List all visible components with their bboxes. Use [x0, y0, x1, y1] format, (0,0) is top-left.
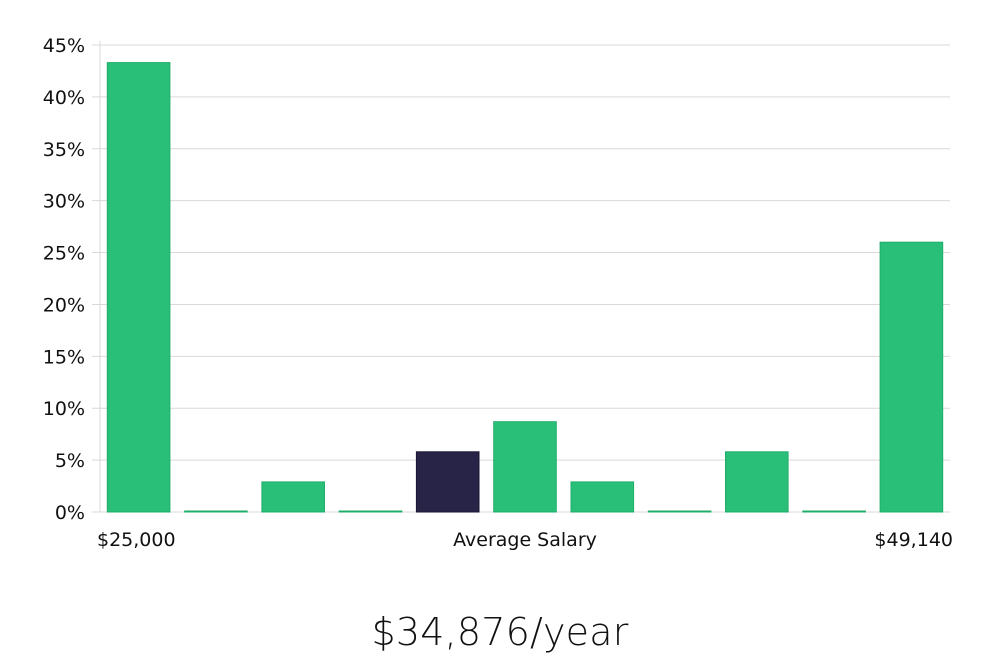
x-axis-min-label: $25,000	[97, 529, 176, 551]
y-tick-label: 30%	[43, 191, 85, 213]
bar	[802, 510, 866, 513]
y-tick-label: 10%	[43, 398, 85, 420]
bar	[570, 481, 635, 513]
bar	[493, 421, 557, 513]
bar	[338, 510, 403, 513]
salary-histogram: 0% 5% 10% 15% 20% 25% 30% 35% 40% 45%	[43, 35, 950, 524]
bar-highlighted	[415, 451, 480, 513]
y-tick-label: 0%	[55, 502, 85, 524]
bars	[106, 62, 944, 513]
y-tick-label: 45%	[43, 35, 85, 57]
x-axis-title: Average Salary	[453, 529, 597, 551]
y-tick-label: 20%	[43, 294, 85, 316]
bar	[879, 241, 944, 513]
bar	[184, 510, 248, 513]
bar	[725, 451, 789, 513]
bar	[261, 481, 325, 513]
y-tick-label: 40%	[43, 87, 85, 109]
bar	[106, 62, 171, 513]
y-tick-label: 25%	[43, 243, 85, 265]
y-tick-label: 35%	[43, 139, 85, 161]
average-salary-value: $34,876/year	[371, 610, 629, 654]
y-tick-label: 5%	[55, 450, 85, 472]
y-tick-label: 15%	[43, 346, 85, 368]
y-axis-ticks: 0% 5% 10% 15% 20% 25% 30% 35% 40% 45%	[43, 35, 85, 524]
x-axis-max-label: $49,140	[874, 529, 953, 551]
bar	[647, 510, 712, 513]
